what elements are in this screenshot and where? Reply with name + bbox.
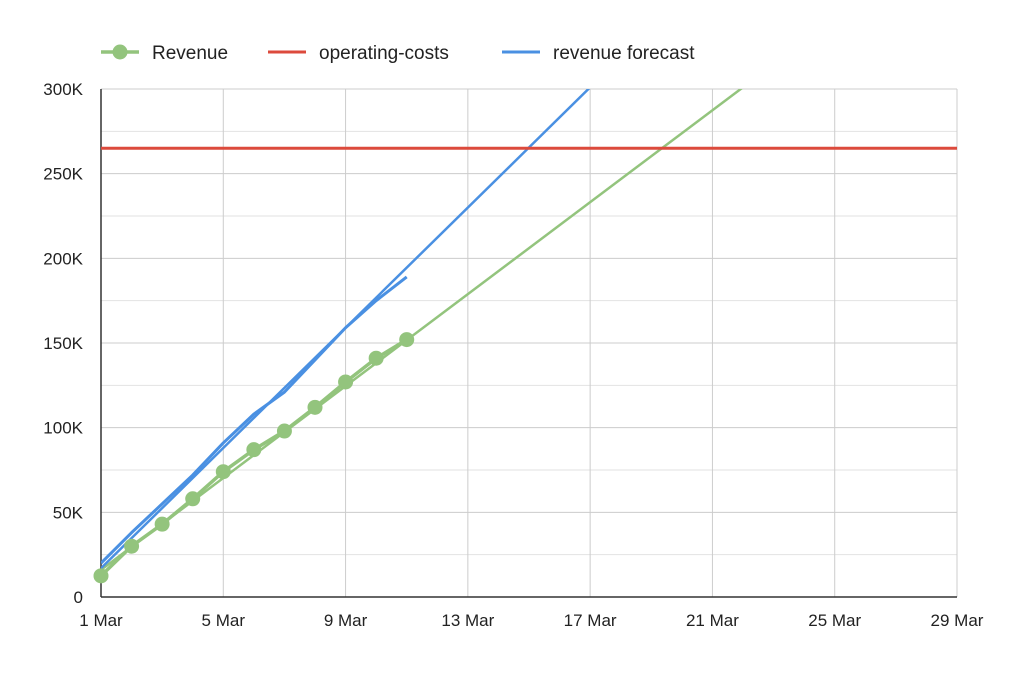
axes: 1 Mar 5 Mar 9 Mar 13 Mar 17 Mar 21 Mar 25 Mar 2… [43, 80, 983, 630]
data-point-revenue [93, 568, 109, 584]
data-point-revenue [307, 399, 323, 415]
data-point-revenue [215, 464, 231, 480]
x-tick-label: 21 Mar [686, 611, 739, 630]
series-line-revenue-forecast [101, 275, 408, 565]
y-tick-label: 200K [43, 249, 83, 268]
y-tick-label: 100K [43, 419, 83, 438]
legend-label: operating-costs [319, 43, 449, 64]
legend-label: revenue forecast [553, 43, 695, 64]
x-tick-label: 9 Mar [324, 611, 368, 630]
legend-item-revenue-forecast[interactable]: revenue forecast [502, 43, 695, 64]
data-point-revenue [185, 491, 201, 507]
y-tick-label: 250K [43, 165, 83, 184]
y-tick-label: 50K [53, 503, 84, 522]
legend-marker [112, 44, 128, 60]
data-point-revenue [399, 332, 415, 348]
y-tick-label: 150K [43, 334, 83, 353]
trendline-revenue [101, 89, 743, 571]
x-tick-label: 29 Mar [931, 611, 984, 630]
x-tick-label: 13 Mar [441, 611, 494, 630]
legend[interactable]: Revenue operating-costs revenue forecast [101, 43, 695, 64]
legend-label: Revenue [152, 43, 228, 64]
x-tick-label: 1 Mar [79, 611, 123, 630]
x-tick-label: 17 Mar [564, 611, 617, 630]
data-point-revenue [368, 350, 384, 366]
legend-item-revenue[interactable]: Revenue [101, 43, 228, 64]
data-point-revenue [246, 442, 262, 458]
y-tick-label: 0 [74, 588, 83, 607]
data-point-revenue [124, 538, 140, 554]
data-point-revenue [276, 423, 292, 439]
x-tick-label: 5 Mar [202, 611, 246, 630]
y-tick-label: 300K [43, 80, 83, 99]
x-tick-label: 25 Mar [808, 611, 861, 630]
data-point-revenue [154, 516, 170, 532]
data-point-revenue [338, 374, 354, 390]
legend-item-operating-costs[interactable]: operating-costs [268, 43, 449, 64]
gridlines [101, 88, 958, 597]
series-group [93, 89, 957, 584]
